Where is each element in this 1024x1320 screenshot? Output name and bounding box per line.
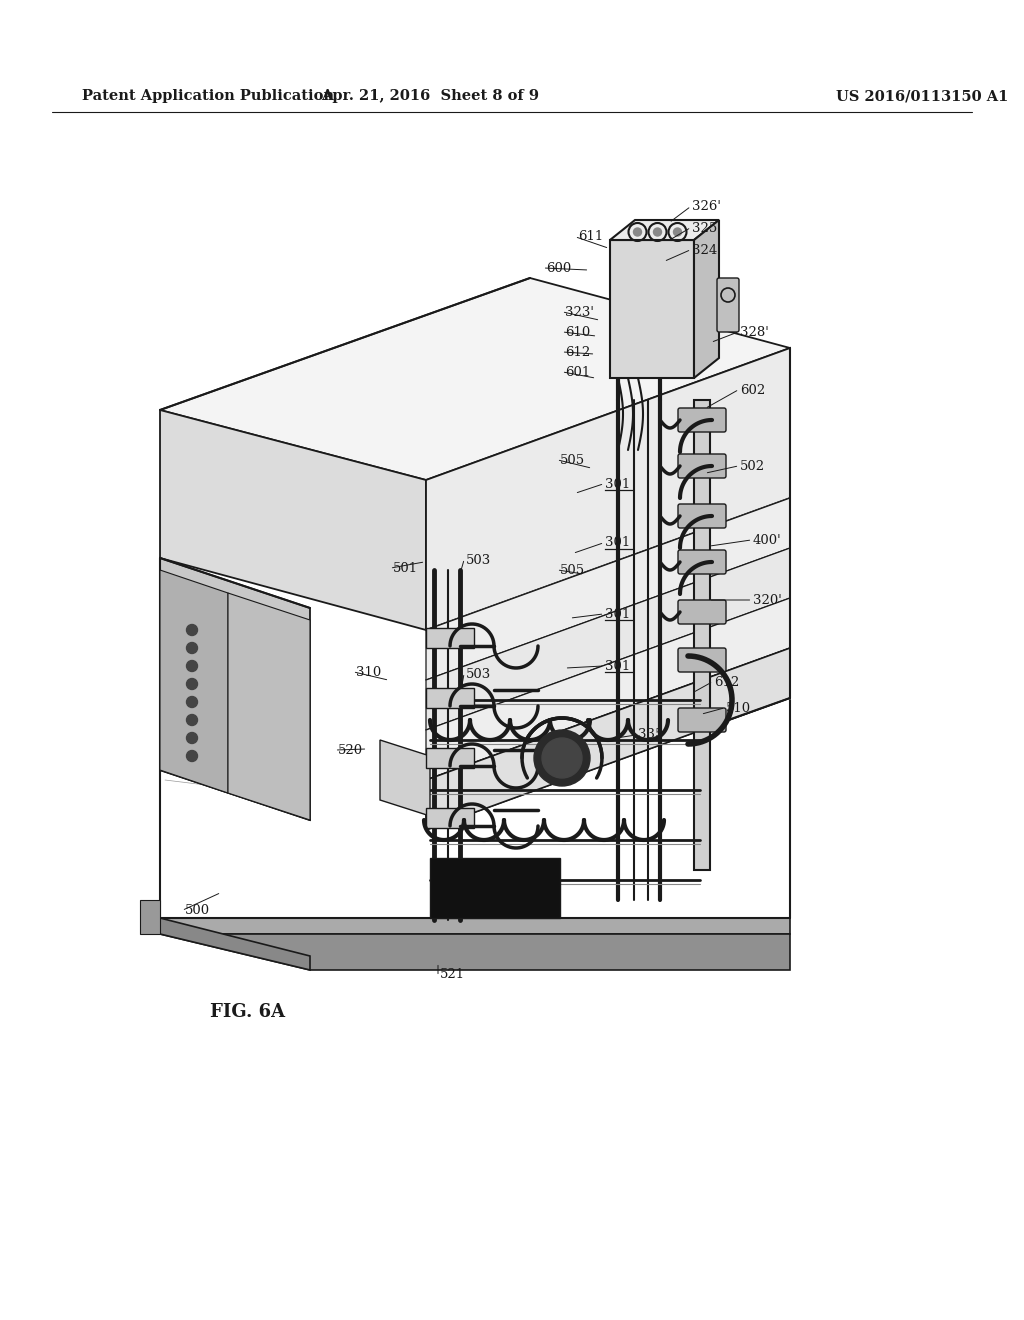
FancyBboxPatch shape <box>678 408 726 432</box>
Text: 521: 521 <box>440 969 465 982</box>
Polygon shape <box>160 570 228 793</box>
Polygon shape <box>694 400 710 870</box>
FancyBboxPatch shape <box>678 601 726 624</box>
FancyBboxPatch shape <box>678 550 726 574</box>
Circle shape <box>186 733 198 743</box>
Text: 301: 301 <box>605 478 630 491</box>
Circle shape <box>186 697 198 708</box>
Bar <box>430 858 560 917</box>
Text: 503: 503 <box>466 668 492 681</box>
Polygon shape <box>426 748 474 768</box>
Polygon shape <box>426 348 790 630</box>
Polygon shape <box>610 240 694 378</box>
Polygon shape <box>426 548 790 730</box>
Text: 501: 501 <box>393 561 418 574</box>
Circle shape <box>653 228 662 236</box>
Text: 310: 310 <box>356 665 381 678</box>
Polygon shape <box>228 593 310 820</box>
Text: 505: 505 <box>560 454 585 466</box>
Text: 520: 520 <box>338 743 364 756</box>
FancyBboxPatch shape <box>717 279 739 333</box>
Polygon shape <box>160 558 310 820</box>
Polygon shape <box>694 220 719 378</box>
Polygon shape <box>426 648 790 830</box>
Text: 301: 301 <box>605 607 630 620</box>
Circle shape <box>186 624 198 635</box>
Text: 601: 601 <box>565 366 590 379</box>
Polygon shape <box>160 917 310 970</box>
Text: 505: 505 <box>560 564 585 577</box>
Polygon shape <box>426 808 474 828</box>
Polygon shape <box>160 917 790 935</box>
Polygon shape <box>160 935 790 970</box>
Polygon shape <box>426 628 474 648</box>
Polygon shape <box>160 411 426 630</box>
Polygon shape <box>380 741 430 816</box>
Text: 611: 611 <box>578 231 603 243</box>
Text: 510: 510 <box>726 701 752 714</box>
Text: FIG. 6A: FIG. 6A <box>211 1003 286 1020</box>
FancyBboxPatch shape <box>678 708 726 733</box>
Polygon shape <box>426 688 474 708</box>
Circle shape <box>186 751 198 762</box>
Polygon shape <box>426 498 790 680</box>
Text: 301: 301 <box>605 660 630 672</box>
Text: US 2016/0113150 A1: US 2016/0113150 A1 <box>836 88 1009 103</box>
Text: 600: 600 <box>546 261 571 275</box>
Text: 301: 301 <box>605 536 630 549</box>
Polygon shape <box>426 598 790 780</box>
Text: 324': 324' <box>692 243 721 256</box>
Circle shape <box>534 730 590 785</box>
Polygon shape <box>140 900 160 935</box>
Polygon shape <box>610 220 719 240</box>
Text: 320': 320' <box>753 594 782 606</box>
Text: 612: 612 <box>714 676 739 689</box>
Text: 325': 325' <box>692 222 721 235</box>
FancyBboxPatch shape <box>678 504 726 528</box>
Text: Patent Application Publication: Patent Application Publication <box>82 88 334 103</box>
FancyBboxPatch shape <box>678 454 726 478</box>
Text: 400': 400' <box>753 533 781 546</box>
Text: 503: 503 <box>466 553 492 566</box>
Text: 612: 612 <box>565 346 590 359</box>
Circle shape <box>674 228 682 236</box>
Polygon shape <box>160 279 790 480</box>
Text: 328': 328' <box>740 326 769 338</box>
Circle shape <box>634 228 641 236</box>
Text: 500: 500 <box>185 903 210 916</box>
Text: 323': 323' <box>565 305 594 318</box>
Circle shape <box>186 643 198 653</box>
Text: 610: 610 <box>565 326 590 338</box>
Text: 326': 326' <box>692 201 721 214</box>
Text: 602: 602 <box>740 384 765 396</box>
Circle shape <box>186 678 198 689</box>
Text: 335': 335' <box>638 729 667 742</box>
Circle shape <box>542 738 582 777</box>
Polygon shape <box>426 648 790 830</box>
Circle shape <box>186 660 198 672</box>
Circle shape <box>186 714 198 726</box>
Text: Apr. 21, 2016  Sheet 8 of 9: Apr. 21, 2016 Sheet 8 of 9 <box>321 88 539 103</box>
Text: 502: 502 <box>740 459 765 473</box>
FancyBboxPatch shape <box>678 648 726 672</box>
